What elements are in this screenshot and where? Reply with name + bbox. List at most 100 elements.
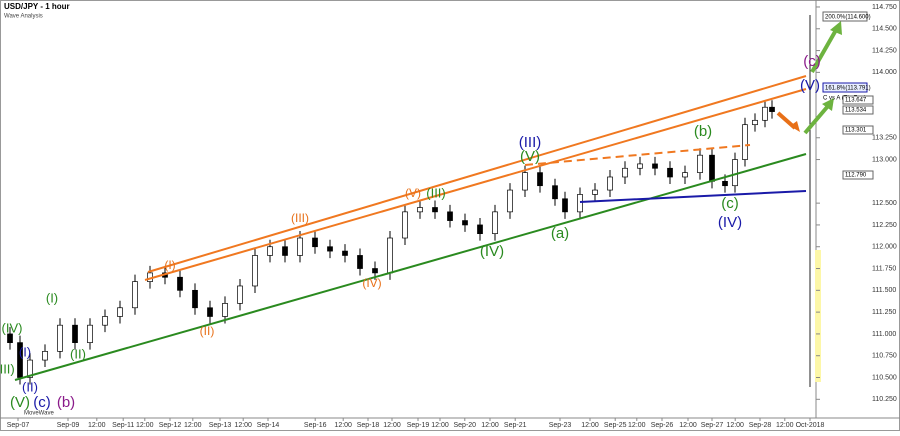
y-tick-label: 110.250 bbox=[872, 396, 897, 403]
candle-body bbox=[432, 207, 438, 213]
price-label: 113.301 bbox=[845, 128, 867, 134]
candle-body bbox=[42, 351, 48, 361]
candle-body bbox=[372, 268, 378, 274]
wave-label: (III) bbox=[0, 361, 15, 376]
candle-body bbox=[132, 281, 138, 309]
candle-body bbox=[117, 307, 123, 317]
candle-body bbox=[652, 163, 658, 169]
wave-label: (b) bbox=[694, 123, 712, 140]
wave-label: (III) bbox=[291, 211, 309, 225]
y-tick-label: 111.000 bbox=[872, 331, 896, 338]
x-tick-label: 12:00 bbox=[628, 422, 646, 429]
x-tick-label: 12:00 bbox=[431, 422, 449, 429]
wave-label: (I) bbox=[46, 290, 58, 305]
wave-label: (V) bbox=[800, 77, 820, 94]
dashed-line bbox=[524, 144, 751, 166]
candle-body bbox=[742, 124, 748, 160]
candle-body bbox=[732, 159, 738, 187]
x-tick-label: 12:00 bbox=[184, 422, 202, 429]
wave-label: (IV) bbox=[362, 276, 381, 290]
x-tick-label: Sep-23 bbox=[549, 422, 572, 429]
wave-label: (V) bbox=[10, 394, 30, 411]
x-tick-label: Sep-21 bbox=[504, 422, 527, 429]
candle-body bbox=[72, 324, 78, 343]
y-tick-label: 114.500 bbox=[872, 26, 897, 33]
candle-body bbox=[342, 250, 348, 256]
y-tick-label: 112.250 bbox=[872, 222, 897, 229]
candle-body bbox=[57, 324, 63, 352]
chart-subtitle: Wave Analysis bbox=[4, 14, 43, 20]
y-tick-label: 113.000 bbox=[872, 156, 897, 163]
candle-body bbox=[477, 224, 483, 235]
candle-body bbox=[577, 194, 583, 213]
x-tick-label: Sep-27 bbox=[701, 422, 724, 429]
candle-body bbox=[192, 289, 198, 309]
chart-title: USD/JPY - 1 hour bbox=[4, 2, 70, 11]
candle-body bbox=[207, 307, 213, 317]
wave-label: (c) bbox=[803, 53, 821, 70]
plot bbox=[7, 100, 775, 385]
candle-body bbox=[297, 237, 303, 256]
candle-body bbox=[709, 154, 715, 182]
x-tick-label: 12:00 bbox=[581, 422, 599, 429]
arrow-green bbox=[803, 104, 830, 135]
wave-labels: (c) (V) (III) (V) (b) (c) (IV) (a) (IV) … bbox=[0, 53, 821, 411]
arrow-head bbox=[822, 98, 834, 111]
candle-body bbox=[682, 172, 688, 178]
wave-label: (V) bbox=[405, 186, 421, 200]
candle-body bbox=[357, 255, 363, 269]
candle-body bbox=[769, 106, 775, 112]
candle-body bbox=[267, 246, 273, 256]
x-tick-label: Sep-11 bbox=[112, 422, 134, 429]
candle-body bbox=[492, 211, 498, 235]
arrow-head bbox=[830, 21, 842, 35]
wave-label: (I) bbox=[164, 258, 175, 272]
y-tick-label: 110.750 bbox=[872, 353, 897, 360]
y-tick-label: 112.500 bbox=[872, 200, 897, 207]
wave-label: (II) bbox=[70, 346, 86, 361]
candle-body bbox=[562, 198, 568, 213]
candle-body bbox=[252, 255, 258, 287]
x-tick-label: Oct-2018 bbox=[796, 422, 825, 429]
x-tick-label: Sep-14 bbox=[257, 422, 280, 429]
x-tick-label: 12:00 bbox=[88, 422, 106, 429]
x-tick-label: Sep-26 bbox=[651, 422, 674, 429]
channel-lower bbox=[14, 153, 807, 381]
candle-body bbox=[402, 211, 408, 239]
x-tick-label: 12:00 bbox=[679, 422, 697, 429]
wave-label: (III) bbox=[426, 185, 446, 200]
x-tick-label: Sep-20 bbox=[454, 422, 477, 429]
candle-body bbox=[237, 285, 243, 304]
wave-label: (IV) bbox=[480, 243, 504, 260]
wave-label: (II) bbox=[22, 379, 38, 394]
fib-label: 200.0%(114.600) bbox=[825, 15, 871, 21]
candle-body bbox=[177, 276, 183, 291]
y-tick-label: 114.250 bbox=[872, 47, 897, 54]
candle-body bbox=[722, 180, 728, 187]
x-tick-label: 12:00 bbox=[334, 422, 352, 429]
arrow-head bbox=[790, 121, 800, 132]
x-tick-label: 12:00 bbox=[136, 422, 154, 429]
wave-label: (c) bbox=[33, 394, 51, 411]
candle-body bbox=[87, 324, 93, 343]
price-label: 113.534 bbox=[845, 108, 867, 114]
x-tick-label: Sep-16 bbox=[304, 422, 327, 429]
y-tick-label: 110.500 bbox=[872, 374, 897, 381]
price-labels: 200.0%(114.600) 161.8%(113.791) C vs A (… bbox=[822, 11, 874, 180]
label-box bbox=[842, 95, 874, 105]
wave-label: (c) bbox=[721, 195, 739, 212]
channel-upper bbox=[147, 75, 807, 273]
candle-body bbox=[697, 154, 703, 173]
candle-body bbox=[17, 342, 23, 378]
label-box bbox=[842, 170, 874, 180]
candle-body bbox=[27, 359, 33, 378]
candle-body bbox=[417, 207, 423, 213]
y-tick-label: 114.000 bbox=[872, 69, 897, 76]
y-tick-label: 113.250 bbox=[872, 135, 897, 142]
candle-body bbox=[327, 246, 333, 252]
candle-body bbox=[637, 163, 643, 169]
candle-body bbox=[752, 119, 758, 126]
x-tick-label: Sep-18 bbox=[357, 422, 380, 429]
highlight bbox=[815, 250, 821, 382]
